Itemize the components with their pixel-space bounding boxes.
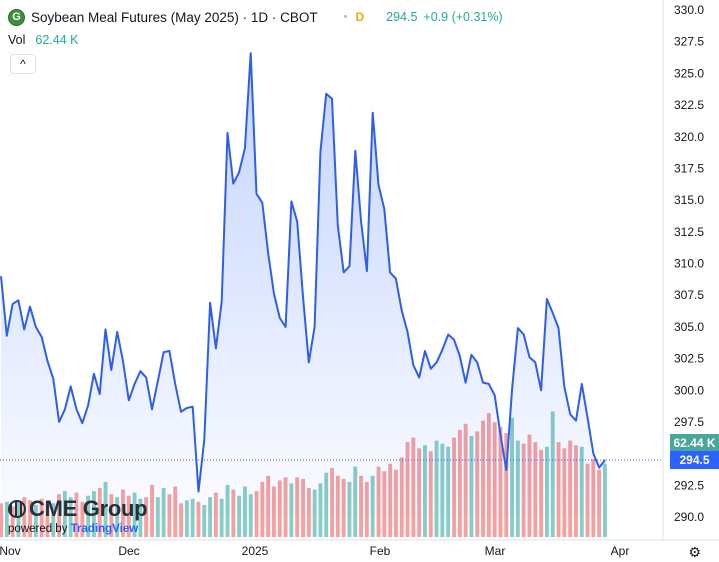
volume-bar — [68, 497, 73, 537]
symbol-title[interactable]: Soybean Meal Futures (May 2025) · 1D · C… — [31, 9, 318, 25]
volume-bar — [80, 501, 85, 537]
y-tick-label: 300.0 — [674, 383, 704, 397]
y-tick-label: 292.5 — [674, 478, 704, 492]
volume-bar — [51, 503, 56, 537]
volume-bar — [16, 500, 21, 537]
volume-bar — [4, 501, 9, 537]
globe-icon — [8, 500, 26, 518]
volume-bar — [155, 497, 160, 537]
y-tick-label: 325.0 — [674, 66, 704, 80]
last-price-tag: 294.5 — [670, 451, 719, 469]
y-tick-label: 297.5 — [674, 415, 704, 429]
y-tick-label: 317.5 — [674, 161, 704, 175]
y-tick-label: 302.5 — [674, 352, 704, 366]
x-tick-label: Nov — [0, 544, 21, 558]
x-tick-label: 2025 — [242, 544, 269, 558]
volume-bar — [10, 506, 15, 537]
volume-bar — [208, 497, 212, 537]
y-tick-label: 327.5 — [674, 35, 704, 49]
price-area — [1, 53, 605, 517]
volume-bar — [28, 500, 32, 537]
last-price: 294.5 — [386, 10, 418, 24]
y-tick-label: 330.0 — [674, 3, 704, 17]
volume-bar — [184, 500, 189, 537]
cme-brand-name: CME Group — [29, 496, 148, 521]
volume-bar — [202, 504, 207, 537]
volume-bar — [196, 501, 201, 537]
price-line — [0, 52, 606, 493]
powered-by: powered by TradingView — [8, 523, 147, 535]
price-change: +0.9 (+0.31%) — [423, 10, 503, 24]
volume-price-tag: 62.44 K — [670, 434, 719, 452]
volume-bar — [138, 498, 143, 538]
volume-bar — [22, 497, 27, 537]
symbol-logo-icon: G — [8, 8, 25, 26]
chart-header: G Soybean Meal Futures (May 2025) · 1D ·… — [8, 7, 503, 27]
x-tick-label: Apr — [611, 544, 630, 558]
x-tick-label: Mar — [485, 544, 506, 558]
volume-label: Vol — [8, 33, 26, 47]
volume-bar — [115, 497, 120, 537]
volume-bar — [179, 503, 183, 537]
powered-by-label: powered by — [8, 523, 71, 535]
y-tick-label: 322.5 — [674, 98, 704, 112]
tradingview-link[interactable]: TradingView — [70, 523, 139, 535]
volume-bar — [144, 497, 149, 537]
volume-bar — [190, 498, 195, 538]
cme-logo: CME Group — [8, 496, 148, 522]
volume-bar — [45, 501, 50, 537]
x-tick-label: Dec — [118, 544, 139, 558]
volume-legend: Vol 62.44 K — [8, 33, 78, 47]
y-tick-label: 320.0 — [674, 130, 704, 144]
y-tick-label: 290.0 — [674, 510, 704, 524]
y-tick-label: 315.0 — [674, 193, 704, 207]
volume-bar — [33, 504, 38, 537]
y-tick-label: 307.5 — [674, 288, 704, 302]
y-tick-label: 310.0 — [674, 257, 704, 271]
volume-bar — [0, 503, 4, 537]
delayed-badge[interactable]: D — [355, 10, 365, 24]
y-tick-label: 305.0 — [674, 320, 704, 334]
volume-bar — [39, 498, 44, 538]
brand-watermark: CME Group powered by TradingView — [8, 496, 148, 535]
volume-bar — [219, 498, 224, 538]
gear-icon[interactable]: ⚙ — [688, 544, 701, 560]
y-tick-label: 312.5 — [674, 225, 704, 239]
volume-value: 62.44 K — [35, 33, 79, 47]
chevron-up-icon: ^ — [20, 57, 26, 71]
x-tick-label: Feb — [370, 544, 391, 558]
collapse-legend-button[interactable]: ^ — [10, 54, 36, 74]
market-status-dot-icon: • — [343, 11, 348, 23]
